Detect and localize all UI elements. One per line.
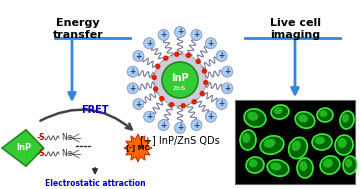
Circle shape [156, 64, 160, 68]
Ellipse shape [315, 136, 325, 144]
Text: N⊕: N⊕ [61, 149, 73, 159]
Circle shape [202, 69, 206, 73]
Ellipse shape [319, 110, 327, 117]
Ellipse shape [298, 114, 308, 122]
Ellipse shape [260, 136, 284, 154]
Ellipse shape [240, 130, 256, 150]
Circle shape [196, 59, 200, 63]
Ellipse shape [246, 157, 264, 173]
Text: +: + [146, 39, 152, 48]
Text: +: + [130, 67, 136, 76]
Circle shape [175, 122, 185, 133]
Ellipse shape [320, 156, 340, 174]
Polygon shape [124, 134, 152, 162]
Circle shape [144, 38, 155, 49]
Circle shape [175, 52, 179, 56]
Circle shape [158, 120, 169, 131]
Ellipse shape [274, 107, 283, 114]
Ellipse shape [335, 135, 353, 155]
Circle shape [192, 100, 196, 104]
Circle shape [216, 50, 227, 61]
Text: +: + [208, 112, 214, 121]
Ellipse shape [249, 159, 258, 167]
Ellipse shape [345, 159, 352, 168]
Text: [-] MC: [-] MC [126, 145, 150, 151]
Text: +: + [135, 99, 141, 108]
Circle shape [160, 97, 164, 101]
Ellipse shape [317, 108, 333, 122]
Circle shape [162, 62, 198, 98]
Circle shape [181, 104, 185, 108]
Ellipse shape [242, 133, 251, 143]
Ellipse shape [343, 156, 357, 174]
Ellipse shape [300, 161, 307, 171]
Ellipse shape [297, 158, 313, 178]
Ellipse shape [267, 160, 289, 176]
Text: +: + [130, 84, 136, 93]
Circle shape [127, 83, 138, 94]
Text: Energy
transfer: Energy transfer [53, 18, 103, 40]
Text: +: + [224, 84, 230, 93]
Text: +: + [193, 121, 199, 130]
Circle shape [191, 29, 202, 40]
Text: FRET: FRET [81, 105, 109, 115]
Circle shape [205, 111, 216, 122]
Text: +: + [224, 67, 230, 76]
Ellipse shape [338, 138, 347, 148]
Circle shape [164, 56, 168, 60]
Ellipse shape [270, 162, 281, 170]
Circle shape [144, 111, 155, 122]
Circle shape [222, 66, 233, 77]
Ellipse shape [264, 139, 275, 148]
Circle shape [216, 98, 227, 109]
Circle shape [152, 75, 156, 79]
Text: -S: -S [37, 149, 45, 159]
Polygon shape [2, 130, 44, 166]
Text: +: + [219, 99, 225, 108]
Circle shape [127, 66, 138, 77]
Circle shape [191, 120, 202, 131]
Circle shape [205, 38, 216, 49]
Circle shape [158, 29, 169, 40]
Ellipse shape [247, 112, 258, 121]
Text: N⊕: N⊕ [61, 133, 73, 143]
Ellipse shape [312, 134, 332, 150]
Text: +: + [219, 51, 225, 60]
Ellipse shape [295, 112, 315, 128]
Text: +: + [208, 39, 214, 48]
Ellipse shape [271, 105, 289, 119]
Text: +: + [146, 112, 152, 121]
Text: +: + [193, 30, 199, 39]
Ellipse shape [289, 137, 307, 159]
FancyBboxPatch shape [235, 100, 355, 184]
Text: -S: -S [37, 133, 45, 143]
Text: +: + [161, 121, 167, 130]
Text: InP: InP [171, 73, 189, 83]
Text: Electrostatic attraction: Electrostatic attraction [45, 178, 145, 187]
Text: +: + [177, 28, 183, 36]
Text: +: + [161, 30, 167, 39]
Ellipse shape [244, 109, 266, 127]
Circle shape [133, 50, 144, 61]
Circle shape [222, 83, 233, 94]
Circle shape [154, 87, 158, 91]
Circle shape [204, 81, 208, 85]
Circle shape [200, 91, 204, 96]
FancyArrowPatch shape [40, 110, 132, 129]
Text: [+] InP/ZnS QDs: [+] InP/ZnS QDs [140, 135, 220, 145]
Text: InP: InP [17, 143, 32, 153]
Text: Live cell
imaging: Live cell imaging [270, 18, 320, 40]
Text: ZnS: ZnS [173, 85, 187, 91]
Text: +: + [177, 123, 183, 132]
Ellipse shape [292, 140, 301, 151]
Circle shape [154, 54, 206, 106]
Text: +: + [135, 51, 141, 60]
Circle shape [170, 103, 174, 107]
Ellipse shape [340, 111, 354, 129]
Ellipse shape [342, 114, 349, 123]
Circle shape [186, 53, 190, 57]
Ellipse shape [323, 159, 333, 168]
Circle shape [133, 98, 144, 109]
Circle shape [175, 26, 185, 37]
